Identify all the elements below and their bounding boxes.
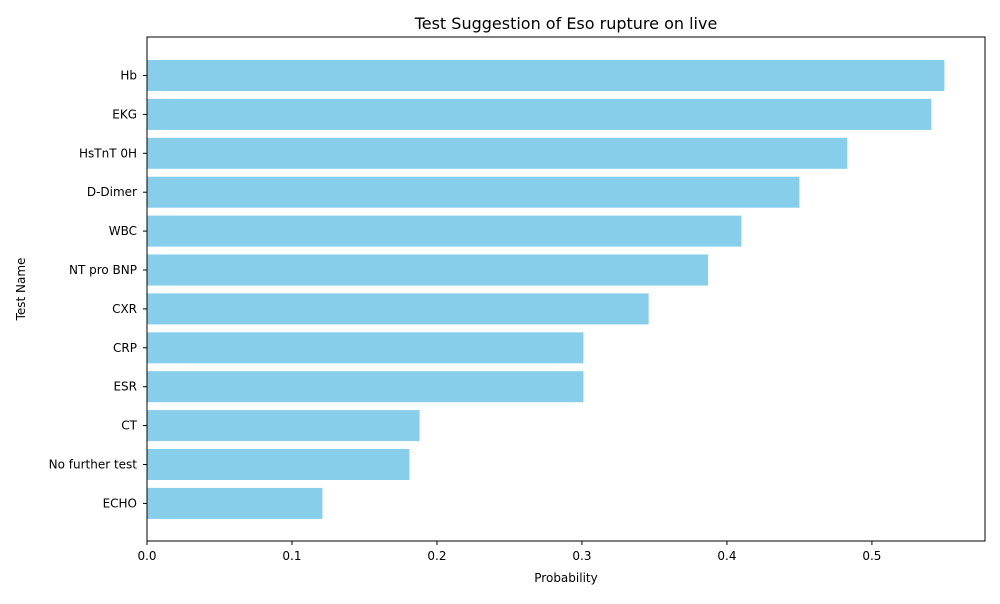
bar (147, 410, 420, 442)
bar (147, 60, 945, 91)
x-tick-label: 0.5 (862, 549, 881, 563)
x-axis-ticks: 0.0 0.1 0.2 0.3 0.4 0.5 (137, 541, 881, 563)
y-tick-label: No further test (49, 458, 138, 472)
bar (147, 449, 410, 480)
bar (147, 293, 649, 325)
bar (147, 176, 800, 208)
bar (147, 332, 584, 364)
plot-frame (146, 36, 986, 542)
x-tick-label: 0.1 (282, 549, 301, 563)
y-tick-label: CXR (112, 302, 137, 316)
y-tick-label: HsTnT 0H (79, 146, 137, 160)
y-tick-label: NT pro BNP (69, 263, 137, 277)
y-tick-label: WBC (109, 224, 137, 238)
y-tick-label: ESR (113, 380, 137, 394)
chart-title: Test Suggestion of Eso rupture on live (414, 14, 718, 33)
y-tick-label: ECHO (103, 496, 137, 510)
y-tick-label: Hb (120, 69, 137, 83)
y-tick-label: EKG (112, 107, 137, 121)
x-tick-label: 0.3 (572, 549, 591, 563)
y-axis-label: Test Name (14, 258, 28, 322)
y-axis-ticks: Hb EKG HsTnT 0H D-Dimer WBC NT pro BNP CXR CRP E… (49, 69, 147, 510)
y-tick-label: D-Dimer (87, 185, 137, 199)
x-tick-label: 0.0 (137, 549, 156, 563)
bar (147, 487, 323, 519)
x-tick-label: 0.2 (427, 549, 446, 563)
x-axis-label: Probability (534, 571, 597, 585)
y-tick-label: CT (121, 419, 137, 433)
bar (147, 98, 932, 130)
bars-layer (147, 60, 945, 519)
bar (147, 254, 709, 286)
x-tick-label: 0.4 (717, 549, 736, 563)
bar (147, 215, 742, 247)
bar (147, 371, 584, 403)
y-tick-label: CRP (113, 341, 137, 355)
bar (147, 137, 848, 169)
